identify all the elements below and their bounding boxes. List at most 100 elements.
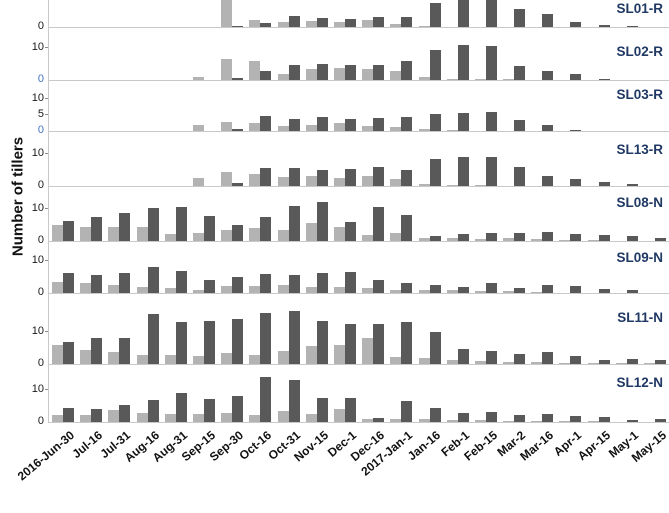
bar-group <box>359 27 387 80</box>
bar-group <box>613 293 641 364</box>
bar-dark-gray <box>316 64 328 80</box>
bar-dark-gray <box>401 60 413 80</box>
bar-group <box>444 241 472 293</box>
bar-dark-gray <box>542 351 554 364</box>
bar-dark-gray <box>542 71 554 80</box>
bar-dark-gray <box>401 170 413 186</box>
bar-light-gray <box>446 184 458 186</box>
bar-dark-gray <box>260 115 272 131</box>
bar-light-gray <box>446 360 458 364</box>
bar-dark-gray <box>626 26 638 27</box>
bar-group <box>556 186 584 241</box>
bar-group <box>500 0 528 27</box>
bar-group <box>387 293 415 364</box>
bar-dark-gray <box>344 324 356 364</box>
bar-dark-gray <box>429 407 441 422</box>
bar-dark-gray <box>344 19 356 27</box>
chart-panel-sl08-n: 10 0 SL08-N <box>0 186 669 246</box>
bar-group <box>500 131 528 186</box>
bar-light-gray <box>277 230 289 241</box>
bar-light-gray <box>108 351 120 364</box>
bar-dark-gray <box>542 285 554 293</box>
bar-group <box>77 293 105 364</box>
bar-group <box>444 186 472 241</box>
bar-group <box>162 186 190 241</box>
bar-dark-gray <box>514 233 526 241</box>
bar-dark-gray <box>232 224 244 241</box>
bar-group <box>77 241 105 293</box>
chart-panel-sl03-r: 10 5 0 SL03-R <box>0 80 669 136</box>
bar-group <box>77 186 105 241</box>
bar-light-gray <box>193 356 205 364</box>
bar-dark-gray <box>260 71 272 80</box>
bar-group <box>246 0 274 27</box>
bar-light-gray <box>277 351 289 364</box>
bar-light-gray <box>418 418 430 422</box>
bar-dark-gray <box>373 418 385 422</box>
bar-dark-gray <box>401 322 413 364</box>
bar-group <box>444 131 472 186</box>
bar-dark-gray <box>514 9 526 27</box>
bar-group <box>49 241 77 293</box>
bar-group <box>105 131 133 186</box>
bar-dark-gray <box>316 201 328 241</box>
bar-dark-gray <box>485 411 497 422</box>
panel-label: SL12-N <box>616 375 663 390</box>
y-tick-label: 10 <box>31 41 44 53</box>
bar-dark-gray <box>63 342 75 364</box>
bar-dark-gray <box>175 207 187 241</box>
bar-group <box>190 293 218 364</box>
bar-light-gray <box>474 239 486 241</box>
bar-group <box>331 80 359 131</box>
bar-group <box>303 186 331 241</box>
bar-group <box>246 293 274 364</box>
bar-light-gray <box>333 409 345 422</box>
bar-dark-gray <box>316 18 328 27</box>
bar-group <box>500 364 528 422</box>
bar-light-gray <box>587 421 599 422</box>
bar-group <box>585 293 613 364</box>
bar-light-gray <box>362 19 374 27</box>
bar-dark-gray <box>655 419 667 422</box>
bar-group <box>387 0 415 27</box>
bar-group <box>556 364 584 422</box>
bar-dark-gray <box>204 279 216 293</box>
plot-area <box>48 27 669 81</box>
bar-group <box>275 27 303 80</box>
bar-group <box>77 131 105 186</box>
bar-light-gray <box>249 285 261 293</box>
bar-dark-gray <box>204 320 216 364</box>
bar-light-gray <box>80 414 92 422</box>
y-tick-mark <box>45 114 48 115</box>
bar-group <box>641 364 669 422</box>
bar-dark-gray <box>626 290 638 293</box>
bar-light-gray <box>390 356 402 364</box>
bar-dark-gray <box>260 377 272 422</box>
chart-panel-sl11-n: 10 0 SL11-N <box>0 293 669 369</box>
bar-group <box>218 0 246 27</box>
bar-group <box>77 364 105 422</box>
bar-dark-gray <box>260 312 272 364</box>
plot-area <box>48 131 669 187</box>
bar-light-gray <box>52 282 64 293</box>
bar-group <box>49 27 77 80</box>
bar-dark-gray <box>63 272 75 293</box>
bar-dark-gray <box>260 23 272 27</box>
bar-dark-gray <box>91 338 103 364</box>
panel-label: SL08-N <box>616 195 663 210</box>
bar-group <box>275 131 303 186</box>
bar-light-gray <box>164 234 176 241</box>
plot-area <box>48 0 669 28</box>
bar-dark-gray <box>598 78 610 80</box>
bar-light-gray <box>221 172 233 186</box>
x-axis: 2016-Jun-30 Jul-16 Jul-31 Aug-16 Aug-31 Sep-1… <box>0 422 669 513</box>
bar-group <box>387 27 415 80</box>
bar-light-gray <box>390 70 402 80</box>
bar-dark-gray <box>598 417 610 422</box>
bar-dark-gray <box>344 169 356 186</box>
bar-light-gray <box>249 123 261 131</box>
bar-dark-gray <box>147 314 159 364</box>
bar-group <box>641 241 669 293</box>
chart-panel-sl13-r: 10 0 SL13-R <box>0 131 669 191</box>
bar-light-gray <box>164 413 176 422</box>
